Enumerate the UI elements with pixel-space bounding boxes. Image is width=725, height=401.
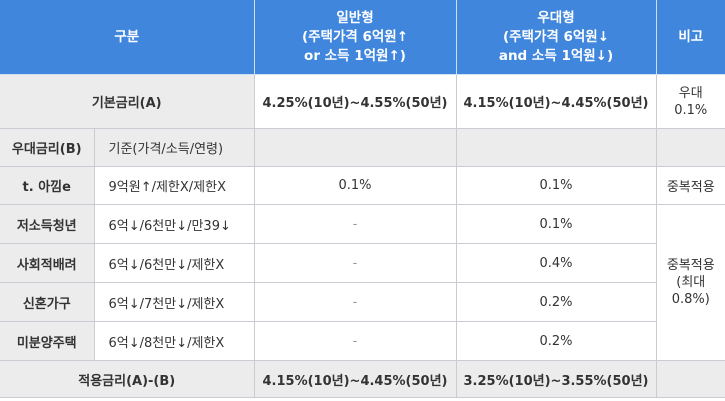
- header-note: 비고: [655, 0, 725, 75]
- basic-rate-row: 기본금리(A) 4.25%(10년)~4.55%(50년) 4.15%(10년)…: [0, 74, 725, 129]
- row-general-value: -: [253, 243, 457, 283]
- row-preferential-value: 0.1%: [455, 204, 657, 244]
- table-row: 저소득청년 6억↓/6천만↓/만39↓ - 0.1% 중복적용 (최대 0.8%…: [0, 204, 725, 361]
- table-header-row: 구분 일반형 (주택가격 6억원↑ or 소득 1억원↑) 우대형 (주택가격 …: [0, 0, 725, 75]
- merged-note-line2: (최대: [676, 275, 706, 290]
- pref-rate-note-empty: [655, 128, 725, 167]
- row-label: t. 아낌e: [0, 166, 95, 205]
- header-category: 구분: [0, 0, 255, 75]
- row-label: 사회적배려: [0, 243, 95, 283]
- row-note: 중복적용: [655, 166, 725, 205]
- row-label: 저소득청년: [0, 204, 95, 244]
- row-label: 미분양주택: [0, 321, 95, 361]
- row-criteria: 6억↓/7천만↓/제한X: [93, 282, 255, 322]
- header-preferential-cond1: (주택가격 6억원↓: [502, 28, 610, 45]
- pref-rate-label: 우대금리(B): [0, 128, 95, 167]
- header-general-cond1: (주택가격 6억원↑: [301, 28, 409, 45]
- applied-rate-row: 적용금리(A)-(B) 4.15%(10년)~4.45%(50년) 3.25%(…: [0, 360, 725, 398]
- row-preferential-value: 0.2%: [455, 282, 657, 322]
- header-general-cond2: or 소득 1억원↑): [304, 47, 406, 64]
- row-general-value: 0.1%: [253, 166, 457, 205]
- header-preferential-title: 우대형: [537, 9, 575, 26]
- basic-rate-note: 우대 0.1%: [655, 74, 725, 129]
- merged-note-line3: 0.8%): [671, 292, 710, 307]
- pref-rate-general-empty: [253, 128, 457, 167]
- row-preferential-value: 0.1%: [455, 166, 657, 205]
- header-preferential-type: 우대형 (주택가격 6억원↓ and 소득 1억원↓): [455, 0, 657, 75]
- pref-rate-preferential-empty: [455, 128, 657, 167]
- basic-rate-label: 기본금리(A): [0, 74, 255, 129]
- row-criteria: 6억↓/6천만↓/만39↓: [93, 204, 255, 244]
- row-general-value: -: [253, 321, 457, 361]
- table-row: 미분양주택 6억↓/8천만↓/제한X - 0.2%: [0, 321, 725, 361]
- row-criteria: 6억↓/6천만↓/제한X: [93, 243, 255, 283]
- row-general-value: -: [253, 204, 457, 244]
- applied-rate-preferential: 3.25%(10년)~3.55%(50년): [455, 360, 657, 398]
- table-row: 사회적배려 6억↓/6천만↓/제한X - 0.4%: [0, 243, 725, 283]
- row-preferential-value: 0.2%: [455, 321, 657, 361]
- applied-rate-note-empty: [655, 360, 725, 398]
- applied-rate-general: 4.15%(10년)~4.45%(50년): [253, 360, 457, 398]
- basic-rate-note-line1: 우대: [678, 85, 703, 101]
- pref-rate-criteria: 기준(가격/소득/연령): [93, 128, 255, 167]
- table-row: t. 아낌e 9억원↑/제한X/제한X 0.1% 0.1% 중복적용: [0, 166, 725, 205]
- applied-rate-label: 적용금리(A)-(B): [0, 360, 255, 398]
- row-label: 신혼가구: [0, 282, 95, 322]
- table-row: 신혼가구 6억↓/7천만↓/제한X - 0.2%: [0, 282, 725, 322]
- basic-rate-preferential: 4.15%(10년)~4.45%(50년): [455, 74, 657, 129]
- header-preferential-cond2: and 소득 1억원↓): [498, 47, 614, 64]
- basic-rate-note-line2: 0.1%: [674, 102, 708, 118]
- row-criteria: 6억↓/8천만↓/제한X: [93, 321, 255, 361]
- merged-note: 중복적용 (최대 0.8%): [655, 204, 725, 361]
- header-general-title: 일반형: [336, 9, 374, 26]
- merged-note-line1: 중복적용: [666, 258, 715, 273]
- row-preferential-value: 0.4%: [455, 243, 657, 283]
- header-general-type: 일반형 (주택가격 6억원↑ or 소득 1억원↑): [253, 0, 457, 75]
- basic-rate-general: 4.25%(10년)~4.55%(50년): [253, 74, 457, 129]
- row-general-value: -: [253, 282, 457, 322]
- pref-rate-header-row: 우대금리(B) 기준(가격/소득/연령): [0, 128, 725, 167]
- row-criteria: 9억원↑/제한X/제한X: [93, 166, 255, 205]
